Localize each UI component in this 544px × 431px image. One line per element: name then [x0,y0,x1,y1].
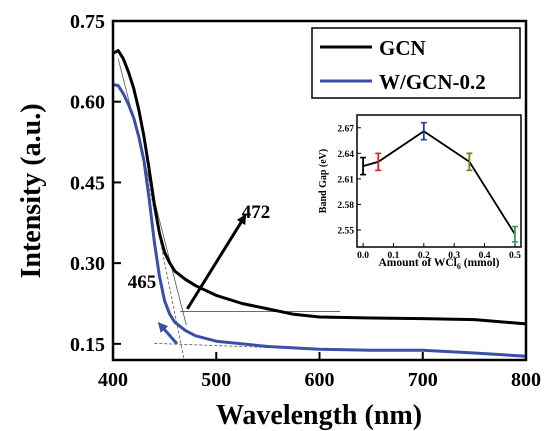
y-tick-label-0.30: 0.30 [70,253,105,275]
series-line-wgcn [112,83,527,358]
inset-y-tick-label-2.55: 2.55 [337,226,354,236]
x-axis-label: Wavelength (nm) [216,400,422,431]
inset-error-bar [466,152,473,172]
inset-error-bar [511,225,518,243]
legend-box [311,27,521,99]
inset-background [357,115,521,247]
inset-x-tick-label-0.5: 0.5 [509,251,521,261]
inset-x-label-suffix: (mmol) [461,257,500,269]
main-plot-frame [111,19,528,362]
inset-y-tick-label-2.64: 2.64 [337,150,354,160]
x-tick-label-400: 400 [98,369,128,391]
annotation-472: 472 [242,202,271,223]
legend-label-gcn: GCN [379,36,426,60]
inset-y-tick-label-2.67: 2.67 [337,124,354,134]
y-tick-label-0.15: 0.15 [70,334,105,356]
x-tick-label-500: 500 [201,369,231,391]
inset-error-bar [360,156,367,176]
inset-x-tick-label-0.4: 0.4 [479,251,491,261]
x-tick-label-700: 700 [408,369,438,391]
main-plot: 400 500 600 700 800 0.15 0.30 0.45 0.60 0.75 [70,11,541,391]
inset-error-bar [375,152,382,172]
y-axis-label: Intensity (a.u.) [16,103,47,278]
inset-error-bar [420,121,427,141]
inset-x-label-main: Amount of WCl [378,257,456,269]
x-tick-label-800: 800 [511,369,541,391]
inset-y-tick-label-2.61: 2.61 [337,175,354,185]
inset-x-tick-label-0.0: 0.0 [357,251,369,261]
inset-x-tick-label-0.3: 0.3 [448,251,460,261]
y-tick-label-0.45: 0.45 [70,172,105,194]
inset-x-label-subscript: 6 [457,262,461,271]
inset-y-tick-label-2.58: 2.58 [337,201,354,211]
inset-x-tick-label-0.2: 0.2 [418,251,430,261]
inset-y-axis-label: Band Gap (eV) [318,149,329,213]
annotation-arrow-472 [186,214,247,310]
main-legend: GCN W/GCN-0.2 [311,27,521,99]
inset-x-axis-label: Amount of WCl6 (mmol) [378,257,499,271]
legend-label-wgcn: W/GCN-0.2 [379,70,486,94]
inset-plot-frame [356,114,522,248]
x-tick-label-600: 600 [305,369,335,391]
inset-plot: 0.0 0.1 0.2 0.3 0.4 0.5 2.55 2.58 2.61 2.64 2.67 [337,115,521,261]
series-line-gcn [112,49,527,326]
annotation-arrow-465 [157,322,179,345]
annotation-465: 465 [128,272,157,293]
y-tick-label-0.60: 0.60 [70,92,105,114]
y-tick-label-0.75: 0.75 [70,11,105,33]
inset-x-tick-label-0.1: 0.1 [388,251,400,261]
